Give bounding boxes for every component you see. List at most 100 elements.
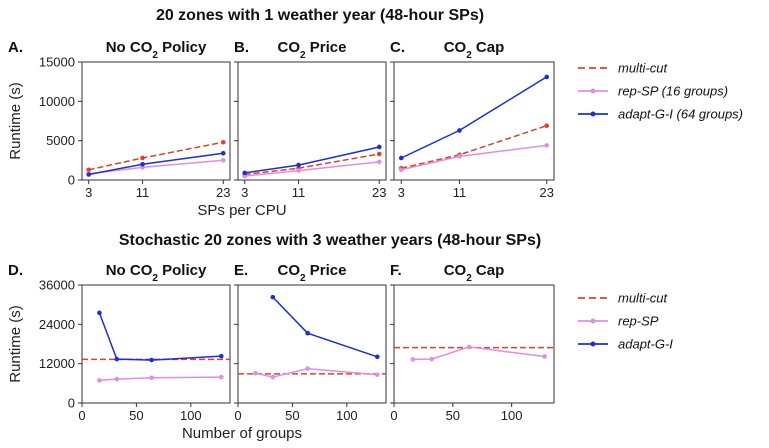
title-main: CO [278, 262, 301, 279]
panel-title: CO2 Price [278, 262, 347, 284]
y-tick-label: 24000 [39, 317, 75, 332]
title-tail: Cap [472, 262, 505, 279]
data-point [220, 150, 226, 156]
x-tick-label: 23 [372, 185, 386, 200]
series-adapt-G-I [242, 144, 382, 176]
series-rep-SP [86, 158, 226, 177]
x-tick-label: 23 [216, 185, 230, 200]
plot-frame [81, 284, 231, 404]
legend-marker [590, 111, 596, 117]
data-point [374, 354, 380, 360]
data-point [220, 139, 226, 145]
series-line [88, 152, 224, 176]
data-point [140, 165, 145, 170]
x-tick-label: 3 [85, 185, 92, 200]
data-point [149, 357, 154, 363]
panel-letter: A. [8, 39, 23, 56]
legend-entry: multi-cut [578, 291, 669, 306]
data-point [376, 159, 382, 165]
data-point [242, 173, 248, 179]
y-axis-label: Runtime (s) [7, 305, 24, 383]
series-adapt-G-I [270, 294, 380, 360]
data-point [544, 143, 550, 148]
y-tick-label: 0 [68, 396, 75, 411]
data-point [296, 168, 301, 173]
x-tick-label: 100 [501, 408, 523, 423]
data-point [149, 375, 154, 381]
data-point [140, 155, 145, 161]
title-main: CO [444, 262, 467, 279]
x-tick-label: 11 [136, 185, 150, 200]
data-point [140, 161, 145, 167]
series-rep-SP [253, 366, 380, 380]
series-line [98, 312, 222, 361]
series-rep-SP [410, 344, 547, 362]
title-main: CO [444, 39, 467, 56]
legend-bottom: multi-cut rep-SP adapt-G-I [578, 291, 673, 352]
y-tick-label: 0 [68, 173, 75, 188]
x-tick-label: 0 [234, 408, 241, 423]
data-point [270, 294, 276, 300]
x-tick-label: 0 [390, 408, 397, 423]
x-tick-label: 50 [285, 408, 299, 423]
title-subscript: 2 [466, 273, 472, 284]
row-title-bottom: Stochastic 20 zones with 3 weather years… [119, 232, 541, 249]
plot-frame [237, 284, 387, 404]
title-main: No CO [106, 262, 153, 279]
panel-letter: D. [8, 262, 23, 279]
series-line [244, 161, 380, 177]
data-point [218, 353, 224, 359]
data-point [376, 144, 382, 150]
panel-c: C. CO2 Cap 3 11 23 [390, 39, 555, 200]
series-adapt-G-I [398, 74, 550, 161]
legend-entry: adapt-G-I [578, 337, 673, 352]
plot-frame [81, 61, 231, 181]
data-point [457, 154, 462, 159]
data-point [376, 151, 382, 157]
series-line [99, 376, 222, 382]
series-rep-SP [398, 143, 550, 173]
y-axis-label: Runtime (s) [7, 82, 24, 160]
x-tick-label: 100 [180, 408, 202, 423]
data-point [218, 374, 224, 380]
x-tick-label: 50 [129, 408, 143, 423]
x-tick-label: 3 [398, 185, 405, 200]
data-point [97, 378, 102, 383]
panel-title: CO2 Cap [444, 262, 505, 284]
panel-title: CO2 Price [278, 39, 347, 61]
panel-letter: C. [390, 39, 405, 56]
series-line [401, 144, 547, 171]
x-axis-label: Number of groups [182, 425, 302, 442]
data-point [429, 356, 434, 362]
panel-title: No CO2 Policy [106, 262, 207, 284]
data-point [296, 162, 301, 168]
data-point [114, 376, 120, 382]
data-point [457, 128, 462, 133]
data-point [114, 356, 120, 362]
y-tick-label: 15000 [39, 55, 75, 70]
y-tick-label: 12000 [39, 356, 75, 371]
panel-title: No CO2 Policy [106, 39, 207, 61]
legend-entry: rep-SP [578, 314, 659, 329]
series-multi-cut [86, 139, 226, 173]
title-tail: Policy [158, 39, 207, 56]
data-point [86, 167, 92, 173]
legend-label: multi-cut [618, 61, 669, 76]
x-tick-label: 100 [336, 408, 358, 423]
series-adapt-G-I [86, 150, 226, 177]
title-tail: Policy [158, 262, 207, 279]
title-subscript: 2 [152, 273, 158, 284]
x-tick-label: 23 [539, 185, 553, 200]
series-adapt-G-I [97, 310, 224, 363]
x-tick-label: 0 [78, 408, 85, 423]
data-point [242, 170, 248, 176]
plot-frame [393, 61, 555, 181]
series-rep-SP [242, 159, 382, 179]
panel-b: B. CO2 Price 3 11 23 SPs per CPU [197, 39, 386, 219]
title-subscript: 2 [466, 50, 472, 61]
plot-frame [393, 284, 555, 404]
panel-e: E. CO2 Price 0 50 100 Number of groups [182, 262, 387, 442]
title-subscript: 2 [152, 50, 158, 61]
series-line [400, 76, 548, 159]
